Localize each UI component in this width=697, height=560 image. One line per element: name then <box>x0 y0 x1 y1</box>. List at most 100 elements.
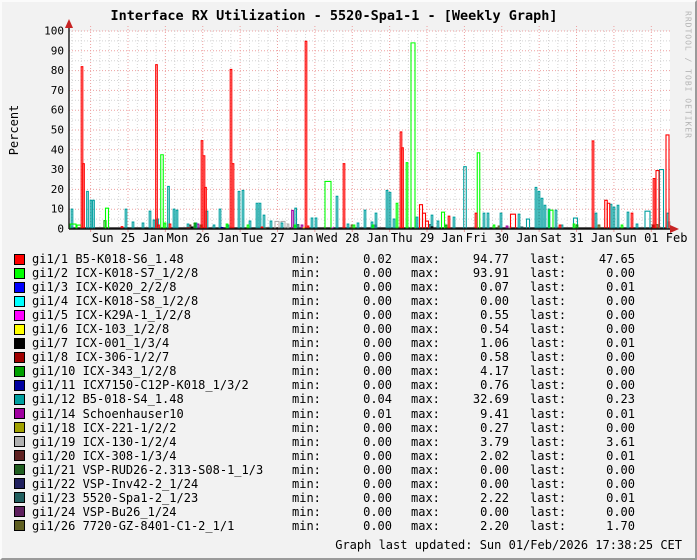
series-spike <box>124 208 128 229</box>
series-name: gi1/5 ICX-K29A-1_1/2/8 <box>32 308 191 323</box>
series-name: gi1/6 ICX-103_1/2/8 <box>32 322 170 337</box>
legend-row: gi1/24 VSP-Bu26_1/24 min: 0.00 max: 0.00 last… <box>14 505 686 519</box>
series-name: gi1/14 Schoenhauser10 <box>32 406 184 421</box>
series-spike <box>652 177 656 229</box>
legend-row: gi1/8 ICX-306-1/2/7 min: 0.00 max: 0.58 last:… <box>14 350 686 364</box>
series-color-swatch <box>14 281 25 293</box>
series-spike <box>152 219 156 229</box>
min-label: min: <box>292 448 321 463</box>
series-spike <box>620 224 624 229</box>
last-label: last: <box>530 448 567 463</box>
series-spike <box>474 212 478 229</box>
min-label: min: <box>292 266 321 281</box>
series-name: gi1/11 ICX7150-C12P-K018_1/3/2 <box>32 378 249 393</box>
max-value: 0.58 <box>480 350 509 365</box>
series-spike <box>517 213 521 229</box>
series-spike <box>424 220 430 229</box>
series-spike <box>225 223 229 229</box>
series-spike <box>626 211 630 229</box>
series-name: gi1/3 ICX-K020_2/2/8 <box>32 280 177 295</box>
series-color-swatch <box>14 295 25 307</box>
graph-title: Interface RX Utilization - 5520-Spa1-1 -… <box>110 8 558 24</box>
max-label: max: <box>411 490 440 505</box>
series-spike <box>385 189 389 229</box>
min-label: min: <box>292 392 321 407</box>
max-label: max: <box>411 434 440 449</box>
last-value: 0.00 <box>606 350 635 365</box>
max-label: max: <box>411 350 440 365</box>
series-spike <box>204 186 207 229</box>
last-value: 0.00 <box>606 420 635 435</box>
legend-row: gi1/18 ICX-221-1/2/2 min: 0.00 max: 0.27 last… <box>14 421 686 435</box>
series-color-swatch <box>14 506 25 518</box>
max-value: 0.27 <box>480 420 509 435</box>
min-value: 0.00 <box>363 280 392 295</box>
max-label: max: <box>411 252 440 267</box>
last-label: last: <box>530 294 567 309</box>
legend-row: gi1/2 ICX-K018-S7_1/2/8 min: 0.00 max: 93.91… <box>14 266 686 280</box>
series-spike <box>505 225 509 229</box>
last-value: 0.00 <box>606 504 635 519</box>
max-value: 2.20 <box>480 518 509 533</box>
last-label: last: <box>530 378 567 393</box>
last-label: last: <box>530 504 567 519</box>
last-value: 0.01 <box>606 336 635 351</box>
last-label: last: <box>530 490 567 505</box>
last-label: last: <box>530 322 567 337</box>
y-tick-label: 30 <box>51 163 64 176</box>
series-color-swatch <box>14 365 25 377</box>
series-name: gi1/20 ICX-308-1/3/4 <box>32 448 177 463</box>
series-spike <box>190 226 194 229</box>
legend-row: gi1/4 ICX-K018-S8_1/2/8 min: 0.00 max: 0.00 l… <box>14 294 686 308</box>
series-spike <box>186 223 190 229</box>
max-value: 9.41 <box>480 406 509 421</box>
series-color-swatch <box>14 408 25 420</box>
x-tick-label: Thu 29 Jan <box>391 231 463 245</box>
legend-row: gi1/22 VSP-Inv42-2_1/24 min: 0.00 max: 0.00 l… <box>14 477 686 491</box>
series-spike <box>260 226 264 229</box>
series-spike <box>352 224 356 229</box>
series-spike <box>175 209 179 229</box>
series-spike <box>335 195 339 229</box>
series-spike <box>220 226 224 229</box>
min-value: 0.00 <box>363 504 392 519</box>
legend-row: gi1/5 ICX-K29A-1_1/2/8 min: 0.00 max: 0.55 la… <box>14 308 686 322</box>
series-name: gi1/26 7720-GZ-8401-C1-2_1/1 <box>32 518 235 533</box>
max-value: 2.02 <box>480 448 509 463</box>
min-value: 0.00 <box>363 336 392 351</box>
last-updated-text: Graph last updated: Sun 01/Feb/2026 17:3… <box>335 538 682 552</box>
series-spike <box>120 226 124 229</box>
series-spike <box>630 212 634 229</box>
series-spike <box>157 224 160 229</box>
series-spike <box>509 213 517 229</box>
last-value: 0.00 <box>606 308 635 323</box>
series-spike <box>155 64 158 229</box>
series-spike <box>499 212 503 229</box>
series-color-swatch <box>14 267 25 279</box>
min-label: min: <box>292 252 321 267</box>
series-spike <box>594 212 598 229</box>
series-spike <box>520 226 524 229</box>
series-spike <box>168 223 172 229</box>
series-spike <box>172 208 176 229</box>
series-spike <box>69 223 77 229</box>
max-value: 32.69 <box>472 392 509 407</box>
y-tick-label: 80 <box>51 64 64 77</box>
series-spike <box>218 208 222 229</box>
series-spike <box>444 224 448 229</box>
y-tick-label: 20 <box>51 183 64 196</box>
max-label: max: <box>411 322 440 337</box>
series-spike <box>160 154 164 229</box>
series-spike <box>436 220 440 229</box>
series-spike <box>635 223 639 229</box>
series-spike <box>447 215 451 229</box>
min-value: 0.00 <box>363 308 392 323</box>
legend-row: gi1/21 VSP-RUD26-2.313-S08-1_1/3 min: 0.00… <box>14 463 686 477</box>
series-spike <box>388 191 392 229</box>
max-label: max: <box>411 364 440 379</box>
max-label: max: <box>411 280 440 295</box>
series-spike <box>241 189 245 229</box>
series-spike <box>415 216 419 229</box>
series-spike <box>310 217 314 229</box>
last-label: last: <box>530 280 567 295</box>
